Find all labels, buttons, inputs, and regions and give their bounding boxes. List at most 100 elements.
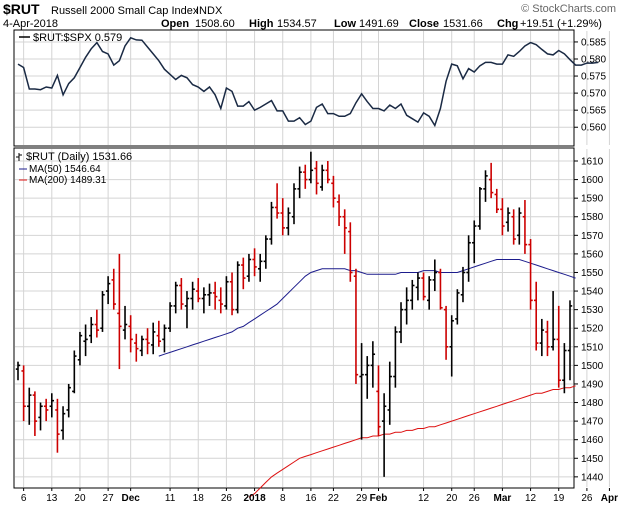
ohlc-bar	[111, 268, 116, 310]
ohlc-bar	[150, 322, 156, 355]
ohlc-bar	[472, 220, 477, 264]
ohlc-bar	[263, 235, 269, 269]
ohlc-bar	[398, 302, 404, 344]
ohlc-bar	[297, 166, 302, 199]
ratio-title: $RUT:$SPX 0.579	[33, 32, 122, 44]
ohlc-bar	[443, 305, 449, 360]
ohlc-bar	[477, 187, 483, 230]
ohlc-bar	[308, 151, 314, 184]
price-tick-label: 1590	[581, 194, 604, 205]
ohlc-bar	[43, 398, 49, 422]
x-tick-label: 19	[553, 493, 565, 504]
ohlc-bar	[336, 194, 342, 227]
ohlc-bar	[421, 272, 426, 301]
price-tick-label: 1460	[581, 435, 604, 446]
price-tick-label: 1520	[581, 324, 604, 335]
ohlc-bar	[517, 207, 522, 245]
price-tick-label: 1610	[581, 157, 604, 168]
price-gridlines	[15, 149, 610, 487]
ohlc-bar	[122, 305, 128, 340]
ohlc-bar	[567, 300, 573, 381]
ohlc-bar	[179, 278, 184, 310]
ohlc-bar	[241, 257, 246, 290]
ratio-panel	[13, 29, 575, 147]
ohlc-bar	[319, 164, 325, 191]
ohlc-bar	[353, 268, 359, 384]
ohlc-bar	[359, 343, 364, 440]
ratio-tick-label: 0.580	[581, 55, 606, 66]
x-tick-label: 29	[356, 493, 368, 504]
ohlc-bar	[190, 281, 195, 310]
price-tick-label: 1560	[581, 249, 604, 260]
ohlc-bar	[229, 272, 235, 316]
ohlc-bar	[196, 278, 201, 303]
price-ohlc-bars	[15, 151, 573, 477]
price-tick-label: 1500	[581, 361, 604, 372]
ohlc-bar	[100, 291, 105, 332]
ohlc-bar	[246, 253, 252, 282]
ratio-tick-label: 0.585	[581, 37, 606, 48]
ohlc-bar	[466, 235, 471, 282]
ratio-series-line	[17, 36, 599, 128]
ohlc-bar	[488, 162, 494, 199]
ohlc-bar	[370, 341, 376, 388]
x-tick-label: Dec	[121, 493, 140, 504]
ohlc-bar	[258, 253, 263, 282]
x-axis: 6 13 20 27 Dec 11 18 26 2018 8 16 22 29 Feb 12 20 26 Mar 1…	[21, 488, 618, 504]
ratio-legend: $RUT:$SPX 0.579	[19, 32, 122, 44]
x-tick-label: 12	[525, 493, 537, 504]
low-label: Low	[334, 18, 356, 30]
ohlc-bar	[117, 253, 122, 370]
ma200-legend-label: MA(200) 1489.31	[29, 175, 107, 186]
ohlc-bar	[432, 259, 438, 292]
chg-value: +19.51 (+1.29%)	[520, 18, 602, 30]
ohlc-bar	[184, 291, 190, 329]
ohlc-bar	[72, 350, 77, 394]
ratio-tick-label: 0.560	[581, 123, 606, 134]
ohlc-bar	[426, 276, 432, 310]
price-tick-label: 1540	[581, 287, 604, 298]
ohlc-bar	[455, 289, 460, 325]
x-tick-label: 20	[446, 493, 458, 504]
ma50-line	[158, 259, 576, 357]
price-tick-label: 1580	[581, 212, 604, 223]
ohlc-bar	[280, 198, 285, 236]
index-name: Russell 2000 Small Cap Index	[51, 5, 199, 17]
close-label: Close	[409, 18, 439, 30]
ohlc-bar	[77, 331, 83, 366]
x-tick-label: 26	[581, 493, 593, 504]
ma200-line	[248, 385, 576, 498]
ohlc-bar	[376, 365, 381, 436]
ohlc-bar	[286, 207, 291, 236]
x-tick-label: 2018	[243, 493, 266, 504]
price-tick-label: 1470	[581, 417, 604, 428]
ohlc-bar	[545, 320, 550, 357]
ohlc-bar	[235, 261, 240, 314]
ratio-y-axis: 0.585 0.580 0.575 0.570 0.565 0.560	[574, 37, 606, 134]
ohlc-bar	[348, 222, 353, 282]
ohlc-bar	[522, 200, 528, 254]
x-tick-label: 26	[469, 493, 481, 504]
ohlc-bar	[404, 287, 409, 325]
ohlc-bar	[415, 272, 421, 301]
ohlc-bar	[562, 343, 567, 394]
ohlc-bar	[66, 383, 71, 418]
ohlc-bar	[314, 161, 319, 195]
x-tick-label: Mar	[494, 493, 512, 504]
price-tick-label: 1600	[581, 175, 604, 186]
ohlc-bar	[21, 365, 26, 422]
ohlc-bar	[483, 170, 488, 202]
x-tick-label: 18	[193, 493, 205, 504]
ohlc-bar	[207, 283, 212, 306]
date-label: 4-Apr-2018	[3, 18, 58, 30]
ohlc-bar	[128, 315, 133, 353]
ohlc-bar	[212, 281, 218, 310]
ohlc-bar	[511, 209, 516, 245]
ohlc-bar	[15, 361, 21, 381]
high-label: High	[249, 18, 274, 30]
x-tick-label: 22	[328, 493, 340, 504]
ohlc-bar	[269, 201, 274, 245]
price-tick-label: 1450	[581, 454, 604, 465]
x-tick-label: 8	[280, 493, 286, 504]
